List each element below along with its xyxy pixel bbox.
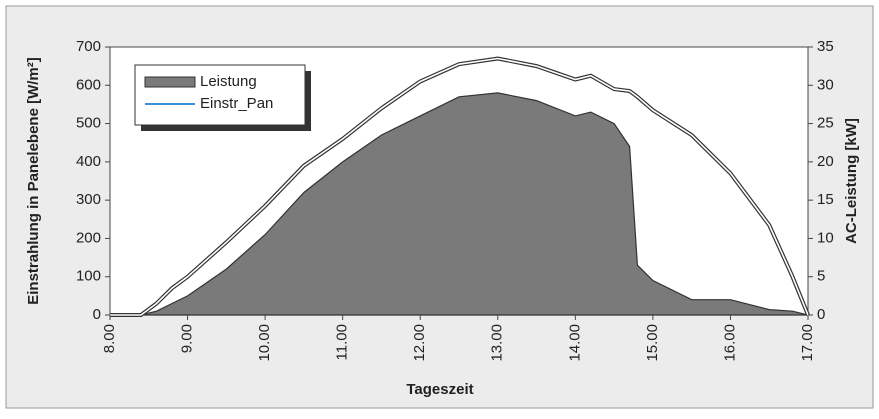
y-tick-label: 500 (76, 115, 101, 132)
legend (134, 64, 306, 126)
x-axis-label: Tageszeit (406, 381, 473, 398)
y2-tick-label: 5 (817, 268, 825, 285)
x-tick-label: 16.00 (721, 324, 738, 362)
line (110, 57, 809, 316)
x-tick-label: 15.00 (644, 324, 661, 362)
y2-tick-label: 20 (817, 153, 834, 170)
y2-tick-label: 15 (817, 191, 834, 208)
y-tick-label: 200 (76, 229, 101, 246)
y-axis-label: Einstrahlung in Panelebene [W/m²] (25, 57, 42, 305)
y2-axis-label: AC-Leistung [kW] (843, 118, 860, 244)
x-tick-label: 8.00 (101, 324, 118, 353)
y-tick-label: 100 (76, 268, 101, 285)
x-tick-label: 17.00 (799, 324, 816, 362)
x-tick-label: 10.00 (256, 324, 273, 362)
x-tick-label: 11.00 (334, 324, 351, 360)
x-tick-label: 12.00 (411, 324, 428, 362)
legend-label: Einstr_Pan (200, 95, 273, 112)
x-tick-label: 9.00 (179, 324, 196, 353)
x-tick-label: 14.00 (566, 324, 583, 362)
y2-tick-label: 0 (817, 306, 825, 323)
x-tick-label: 13.00 (489, 324, 506, 362)
y2-tick-label: 25 (817, 115, 834, 132)
y-tick-label: 400 (76, 153, 101, 170)
y-tick-label: 700 (76, 38, 101, 55)
y2-tick-label: 10 (817, 229, 834, 246)
y-tick-label: 300 (76, 191, 101, 208)
area (110, 92, 809, 316)
legend-swatch (144, 76, 196, 88)
y2-tick-label: 30 (817, 76, 834, 93)
y-tick-label: 600 (76, 76, 101, 93)
y2-tick-label: 35 (817, 38, 834, 55)
legend-label: Leistung (200, 73, 257, 90)
y-tick-label: 0 (93, 306, 101, 323)
